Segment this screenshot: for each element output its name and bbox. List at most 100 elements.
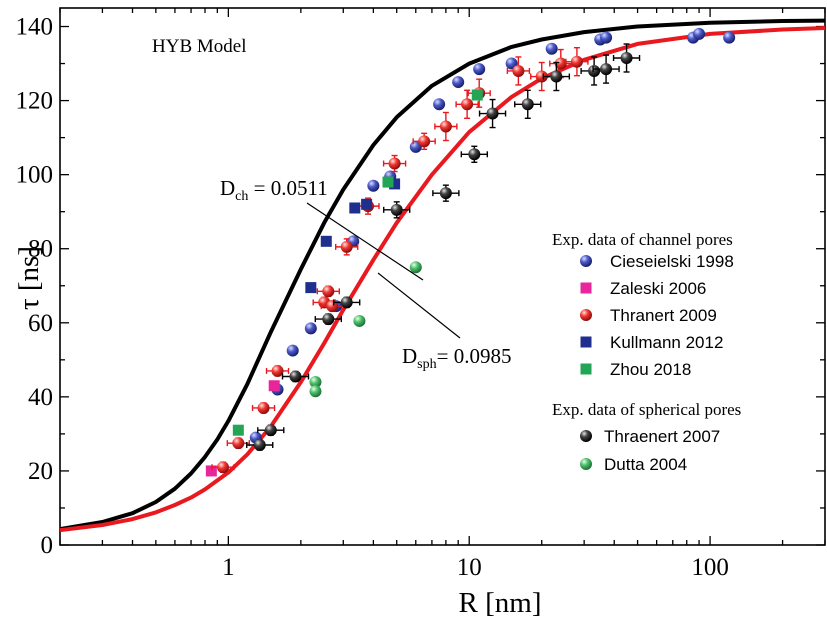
x-axis-label: R [nm]: [459, 587, 542, 619]
y-tick-label: 60: [28, 310, 53, 337]
point-thranert-2009: [554, 57, 567, 70]
point-cieseielski-1998: [304, 322, 317, 335]
y-tick-label: 120: [16, 88, 54, 115]
point-thranert-2009: [340, 240, 353, 253]
point-thraenert-2007: [550, 70, 563, 83]
point-thranert-2009: [439, 120, 452, 133]
point-thranert-2009: [216, 461, 229, 474]
legend-marker-zhou-2018: [580, 363, 592, 375]
legend-heading-spherical: Exp. data of spherical pores: [552, 400, 741, 419]
point-thranert-2009: [512, 64, 525, 77]
point-cieseielski-1998: [452, 76, 465, 89]
point-zaleski-2006: [205, 465, 217, 477]
point-kullmann-2012: [349, 202, 361, 214]
x-tick-label: 100: [691, 554, 729, 581]
point-zhou-2018: [232, 424, 244, 436]
legend-marker-zaleski-2006: [580, 282, 592, 294]
plot-axes: 0 20 40 60 80 100 120 140 1 10 100: [16, 7, 826, 581]
point-thranert-2009: [257, 401, 270, 414]
legend-label-thranert-2009: Thranert 2009: [610, 306, 717, 325]
legend-label-thraenert-2007: Thraenert 2007: [604, 427, 720, 446]
legend-label-kullmann-2012: Kullmann 2012: [610, 333, 723, 352]
y-tick-label: 140: [16, 14, 54, 41]
point-thranert-2009: [271, 364, 284, 377]
y-tick-label: 20: [28, 458, 53, 485]
point-thraenert-2007: [600, 63, 613, 76]
y-tick-label: 40: [28, 384, 53, 411]
point-kullmann-2012: [389, 178, 401, 190]
point-dutta-2004: [309, 385, 322, 398]
point-thranert-2009: [232, 437, 245, 450]
point-dutta-2004: [353, 314, 366, 327]
point-thranert-2009: [326, 300, 339, 313]
point-thraenert-2007: [390, 203, 403, 216]
x-tick-label: 1: [222, 554, 235, 581]
legend-marker-dutta-2004: [580, 458, 592, 470]
point-cieseielski-1998: [545, 42, 558, 55]
point-cieseielski-1998: [286, 344, 299, 357]
y-tick-label: 0: [41, 532, 54, 559]
point-thranert-2009: [461, 98, 474, 111]
point-zhou-2018: [382, 176, 394, 188]
point-thraenert-2007: [289, 370, 302, 383]
point-thraenert-2007: [264, 424, 277, 437]
x-tick-label: 10: [457, 554, 482, 581]
point-zhou-2018: [471, 89, 483, 101]
point-thraenert-2007: [486, 107, 499, 120]
legend-marker-thranert-2009: [580, 309, 592, 321]
legend-label-zaleski-2006: Zaleski 2006: [610, 279, 706, 298]
point-cieseielski-1998: [473, 63, 486, 76]
point-thraenert-2007: [620, 51, 633, 64]
legend-marker-thraenert-2007: [580, 430, 592, 442]
dsph-label: Dsph= 0.0985: [402, 344, 511, 372]
point-thranert-2009: [322, 285, 335, 298]
data-points: [205, 27, 736, 477]
y-tick-label: 80: [28, 236, 53, 263]
point-zaleski-2006: [268, 380, 280, 392]
dsph-pointer-line: [377, 272, 461, 339]
dch-label: Dch = 0.0511: [220, 176, 328, 204]
legend-heading-channel: Exp. data of channel pores: [552, 230, 733, 249]
dch-label-value: = 0.0511: [248, 176, 327, 200]
dsph-label-sub: sph: [417, 357, 436, 372]
point-thraenert-2007: [468, 148, 481, 161]
legend-label-cieseielski-1998: Cieseielski 1998: [610, 252, 734, 271]
legend-marker-kullmann-2012: [580, 336, 592, 348]
legend: Exp. data of channel pores Exp. data of …: [552, 230, 741, 474]
model-curves: [59, 18, 826, 533]
point-thraenert-2007: [253, 439, 266, 452]
point-cieseielski-1998: [723, 31, 736, 44]
point-kullmann-2012: [320, 235, 332, 247]
point-dutta-2004: [309, 376, 322, 389]
point-cieseielski-1998: [367, 179, 380, 192]
legend-label-dutta-2004: Dutta 2004: [604, 455, 687, 474]
point-thranert-2009: [388, 157, 401, 170]
dch-label-sub: ch: [235, 189, 248, 204]
point-kullmann-2012: [361, 198, 373, 210]
curve-dch: [59, 18, 826, 532]
legend-marker-cieseielski-1998: [580, 255, 592, 267]
point-thraenert-2007: [322, 313, 335, 326]
model-label: HYB Model: [152, 36, 246, 57]
point-cieseielski-1998: [433, 98, 446, 111]
point-thranert-2009: [535, 70, 548, 83]
plot-frame: [59, 7, 826, 546]
dch-pointer-line: [306, 202, 424, 281]
point-thraenert-2007: [340, 296, 353, 309]
y-axis-label: τ [ns]: [13, 246, 45, 310]
point-cieseielski-1998: [600, 31, 613, 44]
y-tick-label: 100: [16, 162, 54, 189]
point-thranert-2009: [570, 55, 583, 68]
point-kullmann-2012: [305, 282, 317, 294]
point-dutta-2004: [409, 261, 422, 274]
point-thraenert-2007: [588, 64, 601, 77]
errorbar-thraenert-2007: [542, 61, 571, 92]
dsph-label-value: = 0.0985: [437, 344, 512, 368]
dsph-label-main: D: [402, 344, 417, 368]
point-thranert-2009: [418, 135, 431, 148]
point-cieseielski-1998: [693, 27, 706, 40]
dch-label-main: D: [220, 176, 235, 200]
point-thraenert-2007: [521, 98, 534, 111]
legend-label-zhou-2018: Zhou 2018: [610, 360, 691, 379]
